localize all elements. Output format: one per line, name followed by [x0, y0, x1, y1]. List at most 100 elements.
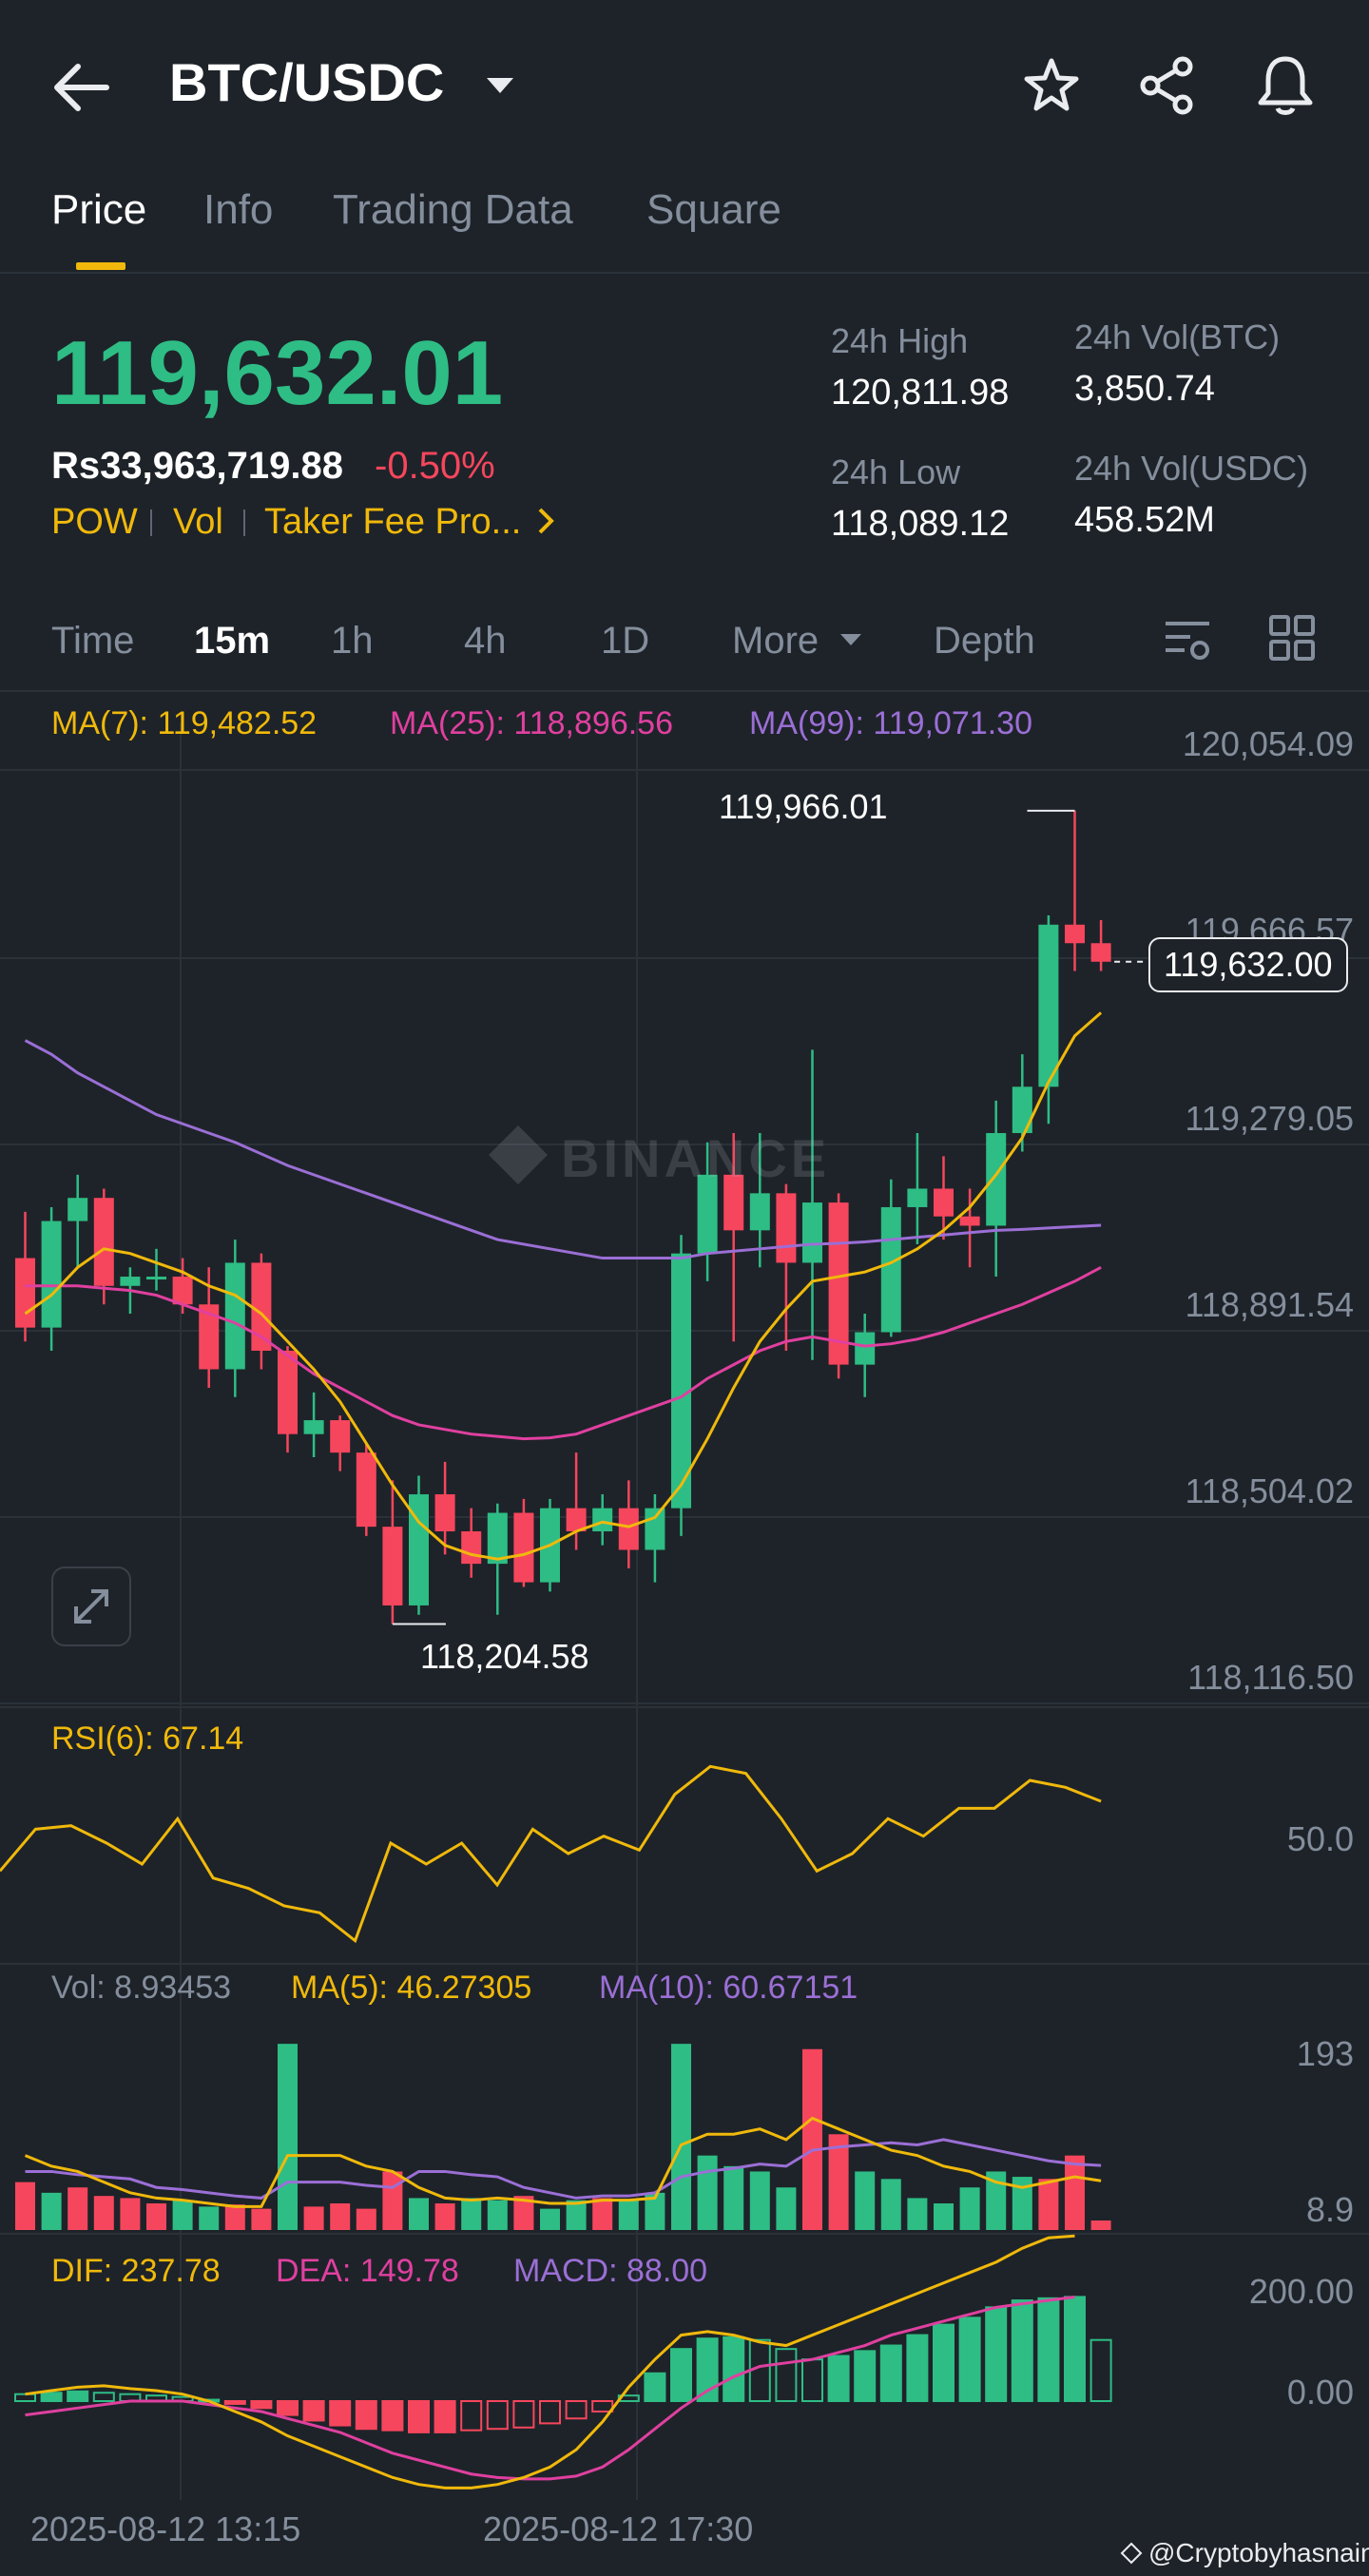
volume-bar [855, 2171, 876, 2230]
tf-time[interactable]: Time [51, 620, 135, 662]
volume-bar [618, 2200, 639, 2230]
volume-bar [802, 2048, 822, 2230]
candle-body [802, 1202, 822, 1263]
macd-bar [985, 2306, 1008, 2403]
chart-settings-icon[interactable] [1162, 614, 1213, 670]
tf-depth[interactable]: Depth [934, 620, 1035, 662]
candle-body [1090, 943, 1111, 962]
macd-dea-legend: DEA: 149.78 [276, 2253, 459, 2289]
pair-dropdown-icon[interactable] [483, 74, 517, 102]
tab-square[interactable]: Square [646, 186, 781, 233]
candle-body [330, 1420, 351, 1453]
credit-icon [1120, 2542, 1143, 2569]
macd-bar [644, 2372, 666, 2403]
24h-low-value: 118,089.12 [831, 504, 1010, 544]
macd-bar [933, 2323, 954, 2402]
vol-axis-bottom: 8.9 [1305, 2190, 1354, 2229]
volume-bar [776, 2187, 797, 2230]
tf-1h[interactable]: 1h [331, 620, 374, 662]
expand-icon[interactable] [51, 1567, 131, 1646]
macd-bar [1064, 2296, 1086, 2403]
tf-15m[interactable]: 15m [194, 620, 271, 662]
macd-bar [1011, 2299, 1033, 2402]
vol-legend: Vol: 8.93453 [51, 1970, 232, 2006]
volume-bar [880, 2179, 901, 2230]
kline-chart[interactable] [0, 694, 1369, 2576]
tf-4h[interactable]: 4h [464, 620, 507, 662]
macd-bar [827, 2355, 850, 2402]
back-arrow-icon[interactable] [51, 59, 112, 116]
fiat-price: Rs33,963,719.88 [51, 445, 343, 487]
tf-1d[interactable]: 1D [601, 620, 650, 662]
candle-body [880, 1206, 901, 1333]
macd-bar [1089, 2338, 1112, 2402]
volume-bar [1038, 2179, 1059, 2230]
candle-body [1065, 924, 1085, 944]
macd-bar [14, 2393, 36, 2402]
candle-body [461, 1531, 482, 1565]
volume-bar [278, 2044, 298, 2230]
candle-body [303, 1420, 324, 1434]
candle-body [934, 1188, 954, 1217]
ma99-legend: MA(99): 119,071.30 [749, 705, 1032, 741]
macd-bar [486, 2400, 509, 2431]
volume-bar [959, 2187, 980, 2230]
star-icon[interactable] [1021, 55, 1082, 121]
tab-info[interactable]: Info [203, 186, 274, 233]
macd-bar [670, 2348, 692, 2402]
macd-bar [696, 2337, 719, 2402]
ma7-legend: MA(7): 119,482.52 [51, 705, 318, 741]
candle-body [855, 1332, 876, 1365]
macd-bar [408, 2400, 430, 2433]
24h-vol-btc-value: 3,850.74 [1074, 369, 1215, 409]
macd-bar [223, 2400, 246, 2405]
volume-bar [303, 2206, 324, 2230]
tag-pow[interactable]: POW [51, 502, 138, 542]
candle-body [146, 1277, 166, 1280]
chevron-right-icon[interactable] [534, 506, 557, 541]
time-axis-label: 2025-08-12 17:30 [483, 2509, 754, 2548]
macd-bar [879, 2344, 902, 2402]
volume-bar [15, 2182, 35, 2230]
grid-layout-icon[interactable] [1268, 614, 1316, 666]
credit-text: @Cryptobyhasnain [1148, 2538, 1369, 2567]
candle-body [382, 1527, 403, 1605]
tab-price-indicator [76, 262, 125, 270]
tf-more[interactable]: More [732, 620, 819, 662]
macd-bar [381, 2400, 404, 2432]
volume-bar [1065, 2155, 1085, 2230]
macd-bar [723, 2336, 745, 2403]
candle-body [93, 1198, 114, 1286]
last-price: 119,632.01 [51, 322, 504, 424]
more-dropdown-icon[interactable] [839, 631, 863, 653]
candle-body [15, 1258, 35, 1328]
volume-bar [120, 2198, 141, 2230]
pair-title[interactable]: BTC/USDC [169, 52, 445, 112]
24h-vol-usdc-value: 458.52M [1074, 500, 1215, 540]
volume-bar [828, 2134, 849, 2230]
volume-bar [382, 2171, 403, 2230]
tag-vol[interactable]: Vol [173, 502, 223, 542]
share-icon[interactable] [1137, 55, 1198, 121]
volume-bar [513, 2196, 534, 2230]
candle-body [592, 1508, 613, 1532]
macd-bar [565, 2400, 588, 2420]
macd-bar [801, 2358, 823, 2402]
vol-axis-top: 193 [1296, 2034, 1354, 2073]
volume-bar [592, 2198, 613, 2230]
candle-body [172, 1277, 193, 1305]
candle-body [671, 1253, 691, 1509]
tab-trading-data[interactable]: Trading Data [333, 186, 573, 233]
candle-body [41, 1221, 62, 1328]
tab-price[interactable]: Price [51, 186, 147, 233]
low-price-marker: 118,204.58 [420, 1637, 589, 1676]
bell-icon[interactable] [1255, 53, 1316, 121]
volume-bar [671, 2044, 691, 2230]
high-price-marker: 119,966.01 [719, 787, 888, 826]
volume-bar [251, 2208, 272, 2230]
vol-ma5-legend: MA(5): 46.27305 [291, 1970, 532, 2006]
tag-taker-fee[interactable]: Taker Fee Pro... [264, 502, 522, 542]
macd-bar [591, 2400, 614, 2413]
binance-watermark-icon [485, 1122, 551, 1193]
time-axis-label: 2025-08-12 13:15 [30, 2509, 301, 2548]
